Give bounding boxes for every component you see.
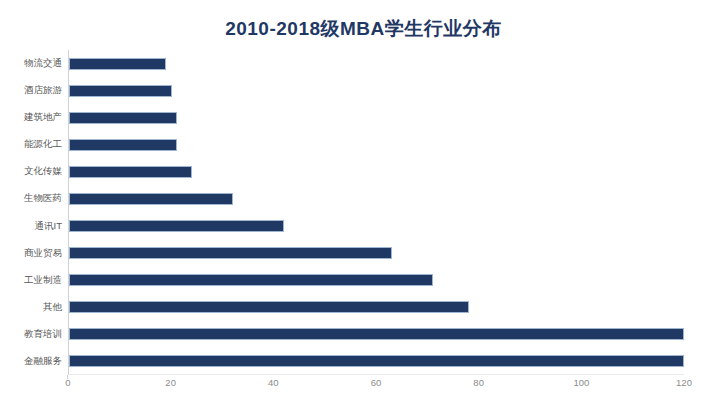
category-label: 通讯IT [0, 212, 62, 239]
bar [69, 301, 469, 313]
bar [69, 85, 172, 97]
bar-row [69, 104, 684, 131]
bar-row [69, 185, 684, 212]
category-label: 其他 [0, 294, 62, 321]
bar-row [69, 77, 684, 104]
bar-row [69, 293, 684, 320]
bar-row [69, 266, 684, 293]
x-tick-label: 100 [573, 377, 589, 388]
bar [69, 193, 233, 205]
bar-row [69, 131, 684, 158]
category-label: 商业贸易 [0, 240, 62, 267]
category-label: 工业制造 [0, 267, 62, 294]
category-label: 金融服务 [0, 348, 62, 375]
bar [69, 58, 166, 70]
bar-row [69, 212, 684, 239]
bar-row [69, 320, 684, 347]
x-axis-tick-labels: 0 20 40 60 80 100 120 [0, 377, 727, 393]
category-label: 文化传媒 [0, 158, 62, 185]
bar [69, 274, 433, 286]
category-label: 酒店旅游 [0, 77, 62, 104]
category-label: 建筑地产 [0, 104, 62, 131]
x-tick-label: 80 [473, 377, 484, 388]
x-tick-label: 0 [65, 377, 70, 388]
bar [69, 328, 684, 340]
bar-row [69, 239, 684, 266]
bar-chart: 2010-2018级MBA学生行业分布 物流交通酒店旅游建筑地产能源化工文化传媒… [0, 0, 727, 416]
bar [69, 139, 177, 151]
category-label: 能源化工 [0, 131, 62, 158]
plot-area [68, 50, 684, 375]
x-tick-label: 40 [268, 377, 279, 388]
bar [69, 220, 284, 232]
x-tick-label: 20 [165, 377, 176, 388]
bar [69, 166, 192, 178]
bar [69, 247, 392, 259]
x-tick-label: 60 [371, 377, 382, 388]
bar [69, 112, 177, 124]
category-label: 生物医药 [0, 185, 62, 212]
bar-row [69, 158, 684, 185]
bar-row [69, 347, 684, 374]
y-axis-category-labels: 物流交通酒店旅游建筑地产能源化工文化传媒生物医药通讯IT商业贸易工业制造其他教育… [0, 50, 62, 375]
category-label: 物流交通 [0, 50, 62, 77]
chart-title: 2010-2018级MBA学生行业分布 [0, 16, 727, 42]
bar [69, 355, 684, 367]
x-tick-label: 120 [676, 377, 692, 388]
category-label: 教育培训 [0, 321, 62, 348]
bar-row [69, 50, 684, 77]
